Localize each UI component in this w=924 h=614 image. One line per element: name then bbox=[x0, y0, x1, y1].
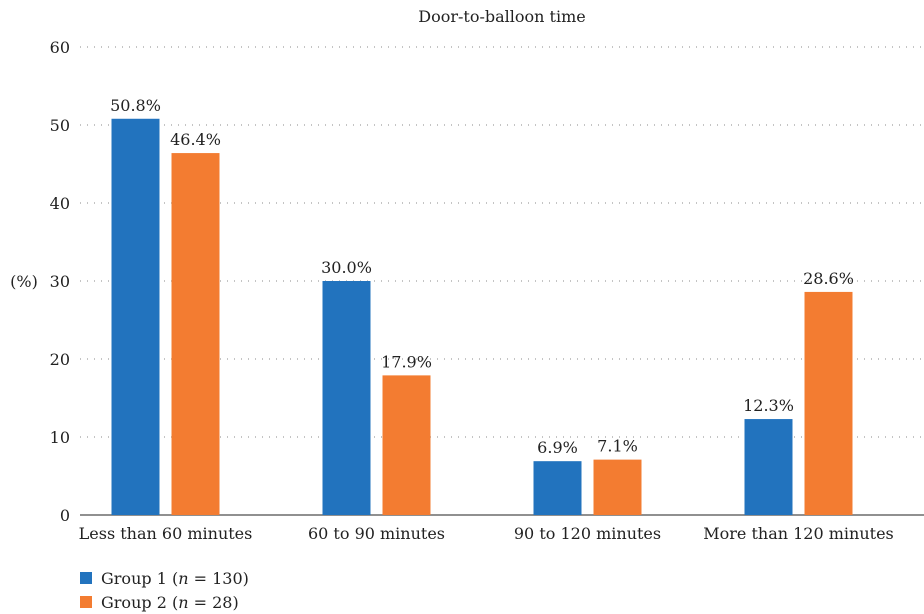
data-labels: 50.8% 46.4% 30.0% 17.9% 6.9% 7.1% 12.3% 28.6% bbox=[110, 96, 854, 457]
bar-group-1-1 bbox=[322, 281, 371, 515]
bar-group-2-3 bbox=[804, 291, 853, 515]
bar-group-1-0 bbox=[111, 118, 160, 515]
bar-group-1-3 bbox=[744, 419, 793, 515]
data-label-group-2-2: 7.1% bbox=[597, 437, 638, 456]
bar-group-2-2 bbox=[593, 459, 642, 515]
legend-item-group-1: Group 1 (n = 130) bbox=[80, 566, 249, 590]
y-tick-label-40: 40 bbox=[50, 194, 70, 213]
legend-swatch-group-2 bbox=[80, 596, 92, 608]
data-label-group-1-1: 30.0% bbox=[321, 258, 372, 277]
y-tick-label-50: 50 bbox=[50, 116, 70, 135]
data-label-group-2-3: 28.6% bbox=[803, 269, 854, 288]
legend-label-group-1: Group 1 (n = 130) bbox=[101, 568, 249, 588]
legend-label-group-2: Group 2 (n = 28) bbox=[101, 592, 239, 612]
y-tick-labels: 0 10 20 30 40 50 60 bbox=[50, 38, 70, 525]
x-tick-label-0: Less than 60 minutes bbox=[79, 524, 253, 543]
y-tick-label-20: 20 bbox=[50, 350, 70, 369]
bar-group-2-0 bbox=[171, 153, 220, 515]
data-label-group-2-0: 46.4% bbox=[170, 130, 221, 149]
x-tick-labels: Less than 60 minutes 60 to 90 minutes 90 t… bbox=[79, 524, 894, 543]
data-label-group-1-3: 12.3% bbox=[743, 396, 794, 415]
data-label-group-1-2: 6.9% bbox=[537, 438, 578, 457]
bar-group-2-1 bbox=[382, 375, 431, 515]
x-tick-label-1: 60 to 90 minutes bbox=[308, 524, 445, 543]
chart-title: Door-to-balloon time bbox=[418, 7, 585, 26]
bars bbox=[111, 118, 853, 515]
bar-group-1-2 bbox=[533, 461, 582, 515]
legend-item-group-2: Group 2 (n = 28) bbox=[80, 590, 249, 614]
y-tick-label-10: 10 bbox=[50, 428, 70, 447]
legend-swatch-group-1 bbox=[80, 572, 92, 584]
data-label-group-2-1: 17.9% bbox=[381, 352, 432, 371]
data-label-group-1-0: 50.8% bbox=[110, 96, 161, 115]
y-axis-label: (%) bbox=[10, 272, 38, 291]
legend: Group 1 (n = 130) Group 2 (n = 28) bbox=[80, 566, 249, 614]
y-tick-label-0: 0 bbox=[60, 506, 70, 525]
x-tick-label-3: More than 120 minutes bbox=[703, 524, 894, 543]
y-tick-label-60: 60 bbox=[50, 38, 70, 57]
y-tick-label-30: 30 bbox=[50, 272, 70, 291]
x-tick-label-2: 90 to 120 minutes bbox=[514, 524, 661, 543]
